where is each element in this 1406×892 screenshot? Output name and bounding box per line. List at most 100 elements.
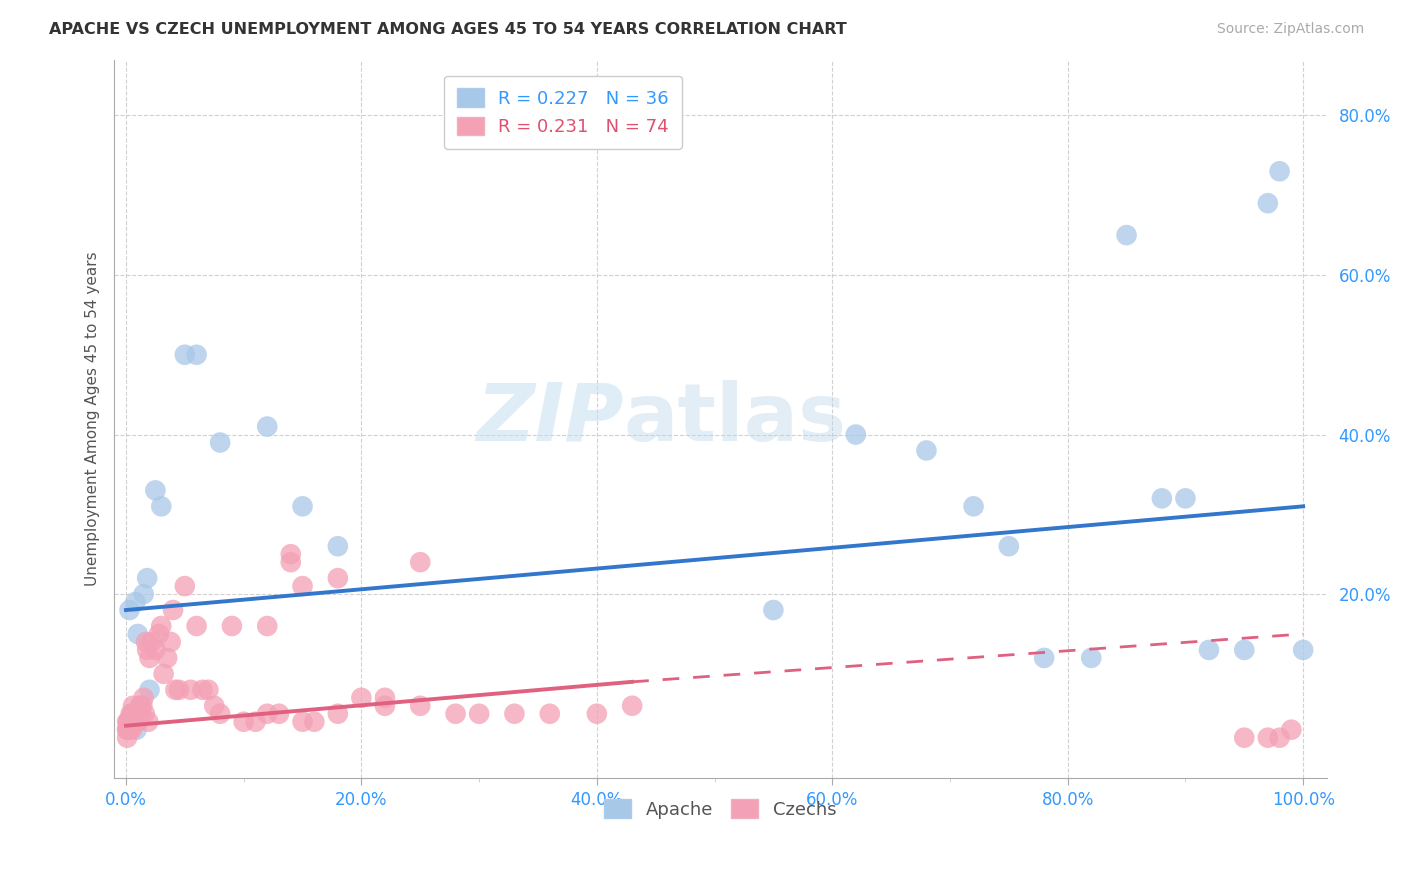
Point — [156, 651, 179, 665]
Point — [138, 682, 160, 697]
Point — [1033, 651, 1056, 665]
Point — [145, 643, 167, 657]
Point — [167, 682, 190, 697]
Point — [915, 443, 938, 458]
Point — [1174, 491, 1197, 506]
Point — [180, 682, 202, 697]
Point — [136, 714, 159, 729]
Y-axis label: Unemployment Among Ages 45 to 54 years: Unemployment Among Ages 45 to 54 years — [86, 252, 100, 586]
Point — [121, 723, 143, 737]
Point — [127, 714, 149, 729]
Point — [1292, 643, 1315, 657]
Point — [122, 706, 145, 721]
Point — [256, 706, 278, 721]
Point — [762, 603, 785, 617]
Point — [280, 547, 302, 561]
Point — [209, 435, 232, 450]
Point — [291, 500, 314, 514]
Point — [232, 714, 254, 729]
Point — [291, 579, 314, 593]
Point — [117, 723, 139, 737]
Point — [186, 348, 208, 362]
Point — [122, 698, 145, 713]
Point — [1268, 731, 1291, 745]
Point — [256, 419, 278, 434]
Point — [122, 714, 145, 729]
Point — [148, 627, 170, 641]
Point — [191, 682, 214, 697]
Point — [125, 714, 148, 729]
Point — [998, 539, 1021, 553]
Point — [197, 682, 219, 697]
Point — [115, 714, 138, 729]
Point — [374, 698, 396, 713]
Point — [118, 714, 141, 729]
Point — [1257, 196, 1279, 211]
Point — [134, 706, 156, 721]
Point — [117, 714, 139, 729]
Point — [186, 619, 208, 633]
Point — [291, 714, 314, 729]
Point — [150, 500, 173, 514]
Legend: Apache, Czechs: Apache, Czechs — [598, 792, 844, 826]
Text: ZIP: ZIP — [477, 380, 623, 458]
Point — [117, 714, 139, 729]
Point — [326, 571, 349, 585]
Point — [280, 555, 302, 569]
Point — [173, 348, 195, 362]
Text: atlas: atlas — [623, 380, 846, 458]
Point — [132, 587, 155, 601]
Point — [136, 571, 159, 585]
Point — [202, 698, 225, 713]
Point — [150, 619, 173, 633]
Point — [1150, 491, 1173, 506]
Text: APACHE VS CZECH UNEMPLOYMENT AMONG AGES 45 TO 54 YEARS CORRELATION CHART: APACHE VS CZECH UNEMPLOYMENT AMONG AGES … — [49, 22, 846, 37]
Point — [165, 682, 187, 697]
Point — [122, 706, 145, 721]
Point — [245, 714, 267, 729]
Point — [129, 698, 152, 713]
Point — [1115, 228, 1137, 243]
Point — [585, 706, 607, 721]
Point — [132, 690, 155, 705]
Point — [120, 706, 142, 721]
Point — [326, 539, 349, 553]
Point — [162, 603, 184, 617]
Point — [118, 603, 141, 617]
Point — [125, 723, 148, 737]
Point — [128, 706, 150, 721]
Point — [127, 706, 149, 721]
Point — [115, 723, 138, 737]
Point — [129, 706, 152, 721]
Text: Source: ZipAtlas.com: Source: ZipAtlas.com — [1216, 22, 1364, 37]
Point — [409, 698, 432, 713]
Point — [845, 427, 868, 442]
Point — [141, 635, 163, 649]
Point — [326, 706, 349, 721]
Point — [120, 714, 142, 729]
Point — [444, 706, 467, 721]
Point — [124, 595, 146, 609]
Point — [350, 690, 373, 705]
Point — [115, 723, 138, 737]
Point — [131, 698, 153, 713]
Point — [121, 706, 143, 721]
Point — [1080, 651, 1102, 665]
Point — [1279, 723, 1302, 737]
Point — [256, 619, 278, 633]
Point — [122, 706, 145, 721]
Point — [1198, 643, 1220, 657]
Point — [124, 714, 146, 729]
Point — [138, 651, 160, 665]
Point — [136, 643, 159, 657]
Point — [152, 666, 174, 681]
Point — [159, 635, 181, 649]
Point — [127, 627, 149, 641]
Point — [173, 579, 195, 593]
Point — [129, 698, 152, 713]
Point — [1257, 731, 1279, 745]
Point — [621, 698, 644, 713]
Point — [374, 690, 396, 705]
Point — [538, 706, 561, 721]
Point — [115, 731, 138, 745]
